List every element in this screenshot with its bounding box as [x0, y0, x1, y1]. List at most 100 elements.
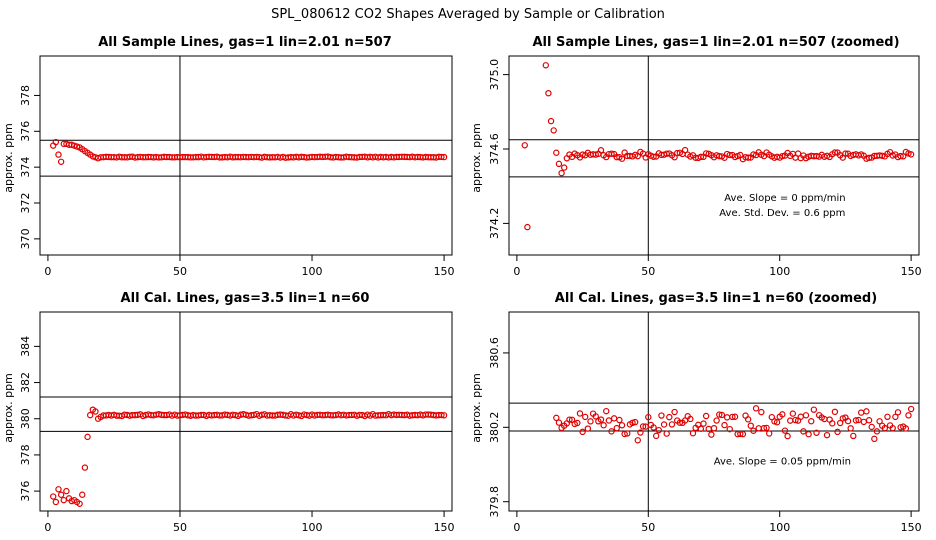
data-point	[787, 417, 794, 424]
data-point	[873, 428, 881, 435]
y-tick-label: 379.8	[488, 486, 501, 518]
data-point	[440, 412, 448, 419]
data-point	[718, 411, 726, 419]
data-point	[52, 138, 60, 146]
data-point	[631, 418, 639, 426]
data-point	[50, 493, 57, 500]
data-point	[789, 410, 797, 417]
data-point	[781, 427, 789, 434]
panel-title: All Sample Lines, gas=1 lin=2.01 n=507 (…	[532, 35, 899, 50]
data-point	[676, 419, 684, 426]
data-point	[863, 408, 870, 415]
data-point	[650, 153, 657, 160]
data-point	[894, 409, 902, 416]
data-point	[700, 420, 707, 427]
data-point	[637, 429, 644, 436]
y-tick-label: 380.2	[488, 412, 501, 444]
data-point	[650, 424, 657, 431]
data-point	[905, 412, 912, 419]
data-point	[624, 430, 631, 437]
data-point	[750, 151, 757, 158]
data-point	[438, 153, 445, 161]
data-point	[592, 151, 599, 158]
panel-title: All Cal. Lines, gas=3.5 lin=1 n=60 (zoom…	[555, 291, 877, 306]
data-point	[779, 152, 786, 160]
x-tick-label: 100	[302, 265, 323, 278]
plot-frame	[39, 311, 453, 512]
data-point	[697, 153, 705, 161]
data-point	[731, 413, 739, 420]
data-point	[60, 496, 67, 504]
y-tick-label: 372	[19, 193, 32, 214]
data-point	[716, 411, 723, 418]
y-tick-label: 380.6	[488, 337, 501, 369]
data-point	[542, 62, 549, 69]
data-point	[729, 413, 736, 421]
data-point	[829, 420, 836, 427]
data-point	[597, 416, 605, 423]
data-point	[907, 405, 915, 413]
y-tick-label: 378	[19, 444, 32, 465]
data-point	[55, 486, 62, 493]
data-point	[702, 150, 710, 157]
data-point	[613, 424, 620, 432]
data-point	[857, 409, 865, 416]
data-point	[726, 425, 733, 433]
x-tick-label: 0	[44, 521, 51, 534]
data-point	[850, 432, 857, 440]
data-point	[897, 152, 904, 160]
data-point	[779, 411, 786, 418]
annotation: Ave. Std. Dev. = 0.6 ppm	[719, 208, 845, 219]
data-point	[558, 169, 565, 177]
data-point	[658, 412, 665, 419]
panel-sample-lines-zoomed: All Sample Lines, gas=1 lin=2.01 n=507 (…	[470, 35, 922, 278]
data-point	[86, 411, 94, 419]
data-point	[639, 423, 647, 430]
plot-area: 0 50 100 150 379.8 380.2 380.6 Ave. Slope = 0.0…	[488, 312, 922, 534]
data-point	[697, 425, 705, 432]
data-point	[721, 421, 728, 429]
data-point	[879, 152, 886, 159]
data-point	[763, 424, 770, 432]
data-point	[587, 418, 594, 425]
data-point	[645, 413, 652, 421]
plot-frame	[39, 55, 453, 256]
data-point	[55, 151, 62, 158]
data-point	[831, 408, 839, 416]
data-point	[579, 151, 586, 158]
data-point	[660, 421, 668, 428]
panel-cal-lines: All Cal. Lines, gas=3.5 lin=1 n=60 appro…	[2, 291, 455, 534]
data-point	[831, 149, 839, 156]
panel-sample-lines: All Sample Lines, gas=1 lin=2.01 n=507 a…	[2, 35, 455, 278]
data-point	[726, 151, 733, 159]
y-axis-label: approx. ppm	[470, 123, 483, 193]
data-point	[553, 414, 560, 422]
data-point	[592, 413, 599, 420]
y-tick-label: 375.0	[488, 59, 501, 91]
data-point	[52, 498, 60, 506]
data-point	[440, 153, 448, 161]
data-point	[744, 154, 752, 161]
data-point	[652, 432, 660, 440]
data-point	[555, 160, 563, 168]
data-point	[582, 413, 589, 421]
data-point	[805, 431, 812, 438]
data-point	[794, 150, 802, 157]
data-point	[855, 416, 862, 424]
data-point	[547, 117, 555, 125]
data-point	[852, 417, 860, 424]
data-point	[902, 425, 910, 432]
data-point	[574, 419, 581, 427]
x-tick-label: 100	[302, 521, 323, 534]
y-tick-label: 376	[19, 121, 32, 142]
plot-frame	[508, 311, 920, 512]
x-tick-label: 100	[769, 265, 790, 278]
data-point	[836, 419, 844, 427]
plot-area: 0 50 100 150 370 372 374 376 378	[19, 56, 455, 278]
panel-cal-lines-zoomed: All Cal. Lines, gas=3.5 lin=1 n=60 (zoom…	[470, 291, 922, 534]
data-point	[618, 422, 626, 429]
y-axis-label: approx. ppm	[2, 373, 15, 443]
data-point	[84, 433, 91, 441]
data-point	[671, 408, 678, 416]
data-point	[847, 425, 854, 432]
